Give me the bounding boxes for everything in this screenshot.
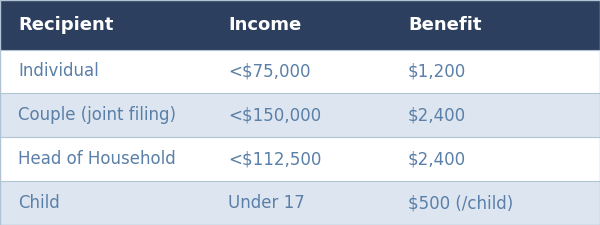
Text: $1,200: $1,200 <box>408 62 466 81</box>
FancyBboxPatch shape <box>0 50 600 93</box>
Text: $500 (/child): $500 (/child) <box>408 194 513 212</box>
Text: Under 17: Under 17 <box>228 194 305 212</box>
Text: <$112,500: <$112,500 <box>228 150 322 168</box>
Text: <$75,000: <$75,000 <box>228 62 311 81</box>
FancyBboxPatch shape <box>0 137 600 181</box>
Text: <$150,000: <$150,000 <box>228 106 321 124</box>
Text: Benefit: Benefit <box>408 16 482 34</box>
Text: Couple (joint filing): Couple (joint filing) <box>18 106 176 124</box>
Text: Individual: Individual <box>18 62 99 81</box>
FancyBboxPatch shape <box>0 93 600 137</box>
Text: $2,400: $2,400 <box>408 150 466 168</box>
Text: Child: Child <box>18 194 60 212</box>
FancyBboxPatch shape <box>0 181 600 225</box>
Text: Recipient: Recipient <box>18 16 113 34</box>
Text: Head of Household: Head of Household <box>18 150 176 168</box>
Text: $2,400: $2,400 <box>408 106 466 124</box>
Text: Income: Income <box>228 16 301 34</box>
FancyBboxPatch shape <box>0 0 600 50</box>
